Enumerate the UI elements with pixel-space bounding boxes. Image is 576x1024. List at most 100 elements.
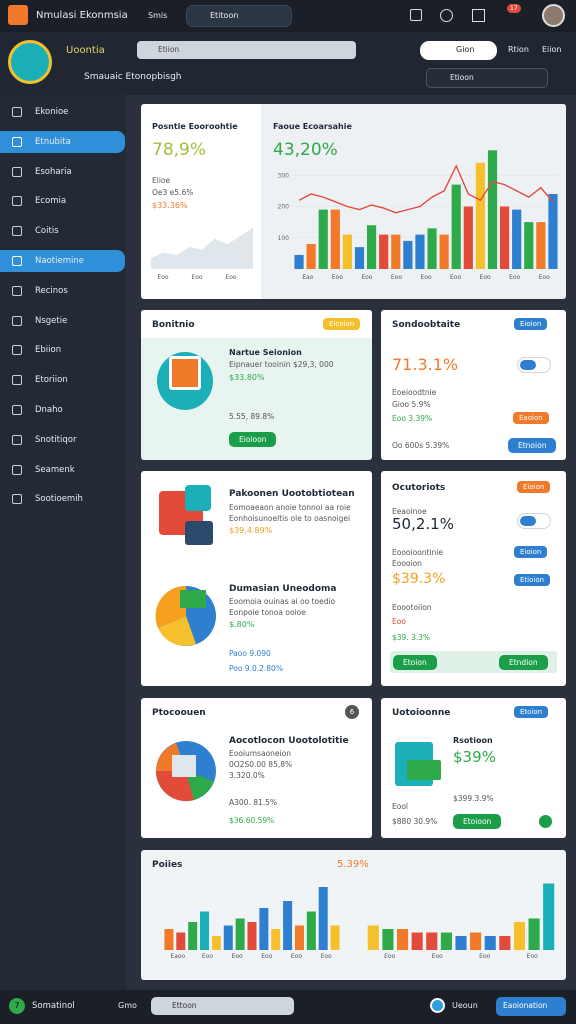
x-tick-label: Eoo — [321, 953, 332, 960]
icon[interactable] — [410, 9, 422, 21]
card-title: Ptocoouen — [152, 708, 206, 718]
stat: $880 30.9% — [392, 817, 438, 826]
search-box[interactable] — [186, 5, 292, 27]
sidebar-label: Etoriion — [35, 375, 68, 386]
bar — [342, 234, 353, 269]
area-chart: Eoo Eoo Eoo — [151, 227, 253, 281]
icon[interactable] — [539, 815, 552, 828]
sidebar-item[interactable]: Ecomia — [0, 190, 125, 212]
user-icon[interactable] — [430, 998, 445, 1013]
item-value: $39,4.89% — [229, 526, 273, 535]
sidebar-item[interactable]: Seamenk — [0, 459, 125, 481]
button[interactable]: Etoioon — [453, 814, 502, 829]
item-name: Rsotioon — [453, 736, 493, 745]
footer-link[interactable]: Gmo — [118, 1001, 137, 1010]
notification-badge[interactable]: 17 — [507, 4, 521, 13]
pie-illustration — [155, 585, 216, 646]
bar — [283, 901, 293, 950]
stat: Poo 9.0.2.80% — [229, 664, 283, 673]
search-box[interactable] — [151, 997, 294, 1015]
sidebar-item[interactable]: Sootioemih — [0, 488, 125, 510]
label: Gioo 5.9% — [392, 400, 431, 409]
bar — [411, 932, 423, 950]
x-tick-label: Eoo — [361, 274, 372, 281]
bar — [475, 162, 486, 269]
footer-title: Somatinol — [32, 1001, 75, 1011]
y-tick-label: 300 — [278, 172, 290, 179]
hero-card: Posntie Eooroohtie 78,9% Elioe Oe3 e5.6%… — [141, 104, 566, 299]
bar — [455, 936, 467, 950]
sidebar-label: Snotitiqor — [35, 434, 77, 445]
sidebar-item[interactable]: Dnaho — [0, 399, 125, 421]
sidebar-label: Ebiion — [35, 345, 62, 356]
x-tick-label: Eoo — [225, 274, 236, 281]
sidebar-item[interactable]: Esoharia — [0, 161, 125, 183]
sidebar-item[interactable]: Ekonioe — [0, 101, 125, 123]
avatar[interactable] — [542, 4, 565, 27]
sidebar-item[interactable]: Etoriion — [0, 369, 125, 391]
sidebar-item[interactable]: Snotitiqor — [0, 429, 125, 451]
user-name[interactable]: Ueoun — [452, 1001, 478, 1010]
icon[interactable] — [440, 9, 453, 22]
item-desc: Eonhoisunoeltis ole to oasnoigei — [229, 514, 351, 523]
sidebar-label: Naotiemine — [35, 256, 84, 266]
sidebar-item[interactable]: Recinos — [0, 280, 125, 302]
bar — [470, 932, 482, 950]
search-box[interactable] — [137, 41, 356, 59]
bar — [330, 925, 340, 950]
bar — [367, 925, 379, 950]
nav-link[interactable]: Rtion — [508, 45, 529, 54]
x-tick-label: Eoo — [539, 274, 550, 281]
card: Bonitnio Eicnion Nartue Seionion Eipnaue… — [141, 310, 372, 460]
item-name: Dumasian Uneodoma — [229, 584, 337, 594]
icon[interactable] — [472, 9, 485, 22]
item-desc: Eomoaeaon anoie tonnoi aa roie — [229, 503, 351, 512]
sidebar-item[interactable]: Naotiemine — [0, 250, 125, 272]
button[interactable]: Etoion — [393, 655, 437, 670]
illustration — [169, 356, 201, 390]
sidebar-item[interactable]: Etnubita — [0, 130, 125, 153]
stat: Paoo 9.090 — [229, 649, 271, 658]
label: Eeaoinoe — [392, 507, 427, 516]
sidebar-item[interactable]: Nsgetie — [0, 310, 125, 332]
button[interactable] — [420, 41, 497, 60]
x-tick-label: Eoo — [479, 953, 490, 960]
label: Eoeioodtnie — [392, 388, 437, 397]
badge: 7 — [9, 998, 25, 1014]
sidebar-icon — [12, 464, 22, 475]
sidebar-label: Coitis — [35, 226, 59, 237]
kpi-value: 43,20% — [273, 140, 338, 160]
search-box[interactable] — [426, 68, 548, 88]
bar — [536, 222, 546, 269]
button[interactable]: Etndion — [499, 655, 548, 670]
bar — [318, 209, 328, 269]
button[interactable]: Etnoion — [508, 438, 557, 453]
button[interactable]: Eioioon — [229, 432, 277, 447]
item-name: Nartue Seionion — [229, 348, 302, 357]
search-placeholder: Etioon — [450, 73, 474, 82]
trend-line — [298, 164, 554, 214]
badge: Eioion — [514, 546, 548, 558]
menu-link[interactable]: Smis — [148, 11, 168, 20]
card-title: Ocutoriots — [392, 483, 446, 493]
bar — [427, 228, 437, 269]
sidebar-icon — [12, 375, 22, 386]
toggle[interactable] — [517, 357, 551, 373]
x-tick-label: Eoo — [202, 953, 213, 960]
sidebar-icon — [12, 405, 22, 415]
sidebar-icon — [12, 166, 22, 177]
sidebar-label: Sootioemih — [35, 494, 83, 505]
button-label: Gion — [456, 45, 475, 54]
x-tick-label: Eoo — [232, 953, 243, 960]
bar — [548, 194, 558, 269]
sidebar-item[interactable]: Coitis — [0, 220, 125, 242]
card-title: Bonitnio — [152, 320, 195, 330]
bar — [318, 887, 328, 950]
sidebar-item[interactable]: Ebiion — [0, 339, 125, 361]
button[interactable]: Eaoionation — [496, 997, 566, 1016]
toggle[interactable] — [517, 513, 551, 529]
item-name: Pakoonen Uootobtiotean — [229, 489, 355, 499]
sidebar-icon — [12, 107, 22, 117]
nav-link[interactable]: Eiion — [542, 45, 562, 54]
label: Eoooioontinie — [392, 548, 443, 557]
